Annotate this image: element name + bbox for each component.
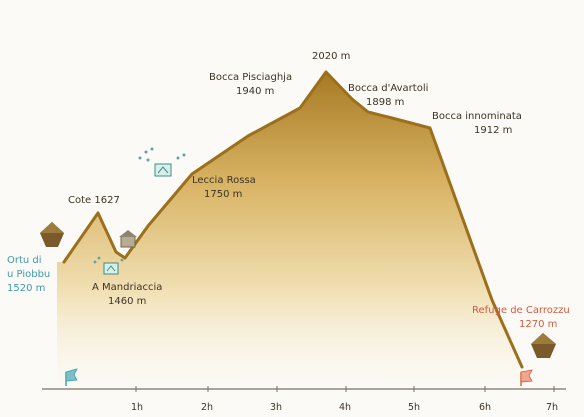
red-flag-icon bbox=[520, 369, 533, 386]
waypoint-label-ortu: Ortu di bbox=[7, 255, 42, 266]
waypoint-elev-pisciaghja: 1940 m bbox=[236, 86, 274, 97]
water-source-icon bbox=[138, 147, 186, 177]
blue-flag-icon bbox=[65, 368, 78, 386]
tick-label-5h: 5h bbox=[408, 402, 420, 413]
waypoint-elev-ortu: 1520 m bbox=[7, 283, 45, 294]
waypoint-label-avartoli: Bocca d'Avartoli bbox=[348, 83, 428, 94]
refuge-hut-icon bbox=[40, 222, 64, 247]
tick-label-3h: 3h bbox=[270, 402, 282, 413]
tick-marks bbox=[135, 386, 555, 392]
waypoint-label-ortu-line2: u Piobbu bbox=[7, 269, 50, 280]
waypoint-elev-innominata: 1912 m bbox=[474, 125, 512, 136]
tick-label-6h: 6h bbox=[479, 402, 491, 413]
shelter-icon bbox=[119, 230, 137, 248]
waypoint-elev-avartoli: 1898 m bbox=[366, 97, 404, 108]
refuge-hut-icon bbox=[531, 333, 556, 358]
waypoint-elev-leccia: 1750 m bbox=[204, 189, 242, 200]
waypoint-label-leccia: Leccia Rossa bbox=[192, 175, 256, 186]
waypoint-elev-mandriaccia: 1460 m bbox=[108, 296, 146, 307]
summit-elev: 2020 m bbox=[312, 51, 350, 62]
terrain-silhouette bbox=[57, 72, 522, 385]
waypoint-label-pisciaghja: Bocca Pisciaghja bbox=[209, 72, 292, 83]
tick-label-1h: 1h bbox=[131, 402, 143, 413]
tick-label-4h: 4h bbox=[339, 402, 351, 413]
tick-label-7h: 7h bbox=[546, 402, 558, 413]
waypoint-label-innominata: Bocca innominata bbox=[432, 111, 522, 122]
waypoint-label-mandriaccia: A Mandriaccia bbox=[92, 282, 162, 293]
ridge-line bbox=[62, 70, 524, 369]
waypoint-label-cote: Cote 1627 bbox=[68, 195, 120, 206]
waypoint-label-carrozzu: Refuge de Carrozzu bbox=[472, 305, 570, 316]
tick-label-2h: 2h bbox=[201, 402, 213, 413]
waypoint-elev-carrozzu: 1270 m bbox=[519, 319, 557, 330]
water-source-icon bbox=[93, 256, 124, 275]
